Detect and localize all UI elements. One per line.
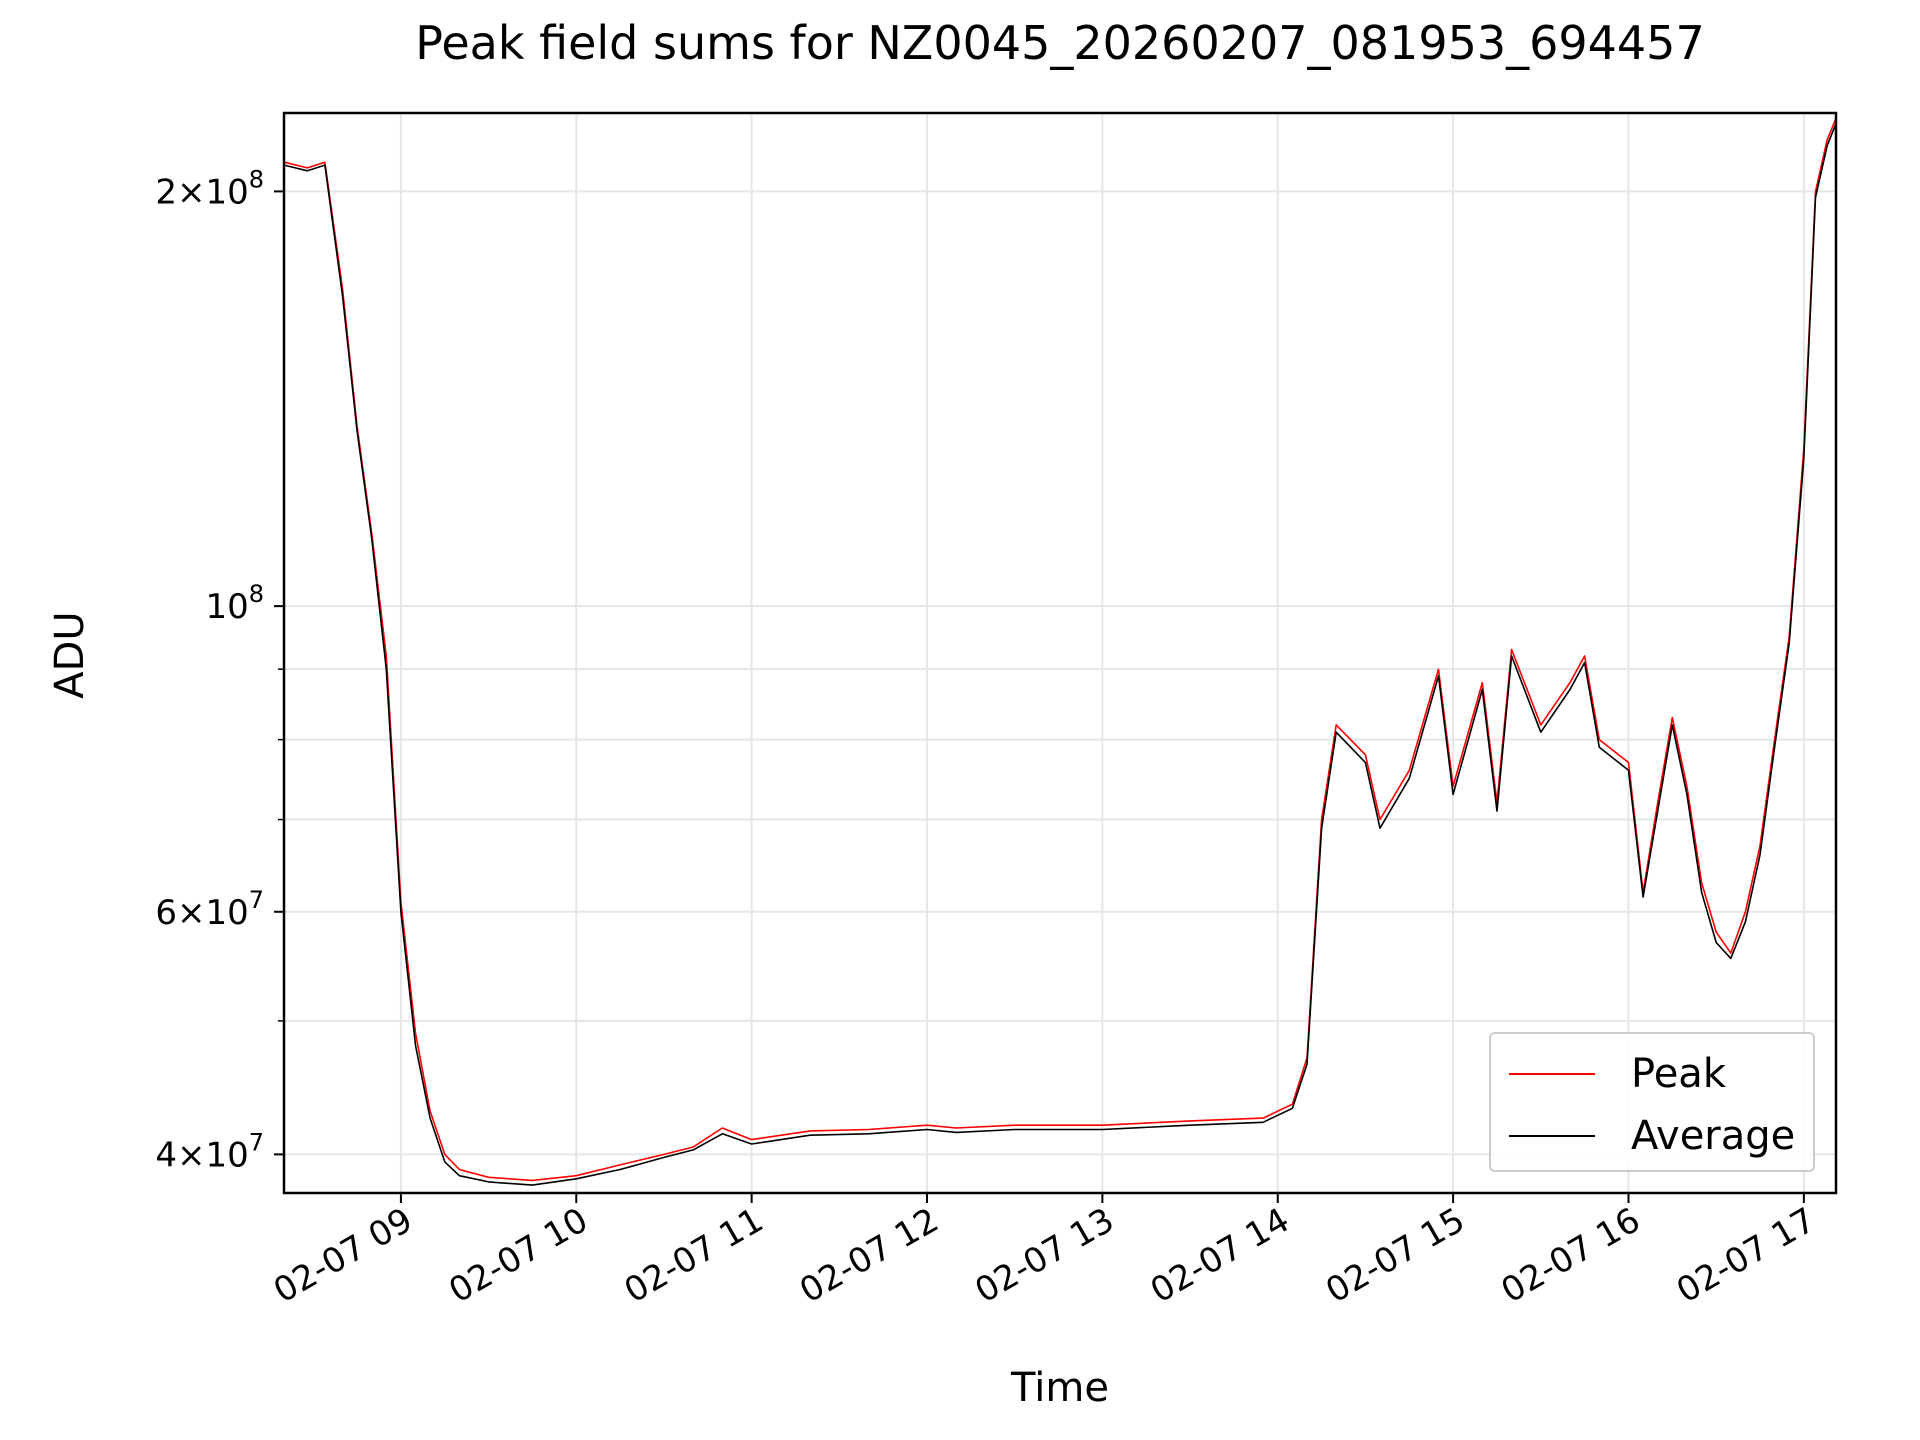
- legend-swatch-average: [1509, 1135, 1595, 1137]
- x-tick-label: 02-07 11: [618, 1200, 770, 1311]
- x-tick-label: 02-07 16: [1495, 1200, 1647, 1311]
- y-tick-label: 2×108: [155, 165, 264, 212]
- legend-swatch-peak: [1509, 1073, 1595, 1075]
- legend-label-peak: Peak: [1631, 1051, 1726, 1097]
- series-layer: [284, 117, 1836, 1186]
- x-tick-label: 02-07 14: [1144, 1200, 1296, 1311]
- legend-entry-average: Average: [1509, 1113, 1796, 1159]
- x-tick-label: 02-07 12: [793, 1200, 945, 1311]
- y-axis-label: ADU: [47, 611, 93, 699]
- y-tick-label: 6×107: [155, 886, 264, 933]
- x-tick-label: 02-07 13: [968, 1200, 1120, 1311]
- plot-area-frame: [282, 111, 1838, 1195]
- y-tick-label: 108: [205, 580, 264, 627]
- x-tick-label: 02-07 10: [442, 1200, 594, 1311]
- y-tick-label: 4×107: [155, 1128, 264, 1175]
- legend-label-average: Average: [1631, 1113, 1796, 1159]
- grid-layer: [284, 113, 1836, 1193]
- series-line-average: [284, 123, 1836, 1186]
- chart-title: Peak field sums for NZ0045_20260207_0819…: [415, 16, 1705, 70]
- x-tick-label: 02-07 15: [1319, 1200, 1471, 1311]
- legend: Peak Average: [1489, 1032, 1815, 1172]
- legend-entry-peak: Peak: [1509, 1051, 1726, 1097]
- x-axis-label: Time: [1011, 1365, 1109, 1411]
- x-tick-label: 02-07 09: [267, 1200, 419, 1311]
- x-tick-label: 02-07 17: [1670, 1200, 1822, 1311]
